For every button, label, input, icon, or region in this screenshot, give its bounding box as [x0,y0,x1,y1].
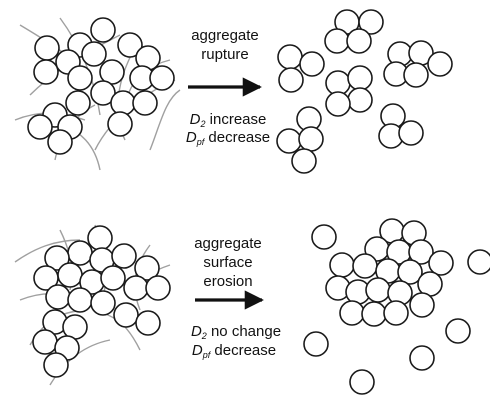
bottom-d2-subscript: 2 [201,331,207,341]
top-dpf-symbol: D [185,129,197,146]
top-arrow-label: aggregate rupture [190,26,260,64]
bottom-arrow-label: aggregate surface erosion [192,234,264,291]
bottom-detached-particles [303,224,490,395]
top-d2-line: D2 increase [186,110,270,134]
bottom-dpf-text: decrease [214,342,277,359]
top-d2-text: increase [209,111,267,128]
bottom-d2-text: no change [210,323,282,340]
bottom-aggregate [32,225,171,378]
top-dpf-line: Dpf decrease [184,128,272,152]
top-aggregate [27,17,175,155]
top-dpf-subscript: pf [196,137,205,147]
bottom-dpf-subscript: pf [202,350,211,360]
top-arrow-label-line2: rupture [201,46,249,63]
bottom-arrow-label-line1: aggregate [194,235,262,252]
bottom-dpf-line: Dpf decrease [188,341,280,365]
bottom-eroded-aggregate [325,218,454,327]
top-d2-symbol: D [189,111,201,128]
top-d2-subscript: 2 [200,119,206,129]
top-arrow-label-line1: aggregate [191,27,259,44]
top-fragments [276,9,453,174]
bottom-arrow-label-line2: surface [203,254,253,271]
top-dpf-text: decrease [208,129,271,146]
bottom-arrow-label-line3: erosion [203,273,253,290]
bottom-d2-line: D2 no change [186,322,286,346]
bottom-d2-symbol: D [190,323,202,340]
bottom-dpf-symbol: D [191,342,203,359]
